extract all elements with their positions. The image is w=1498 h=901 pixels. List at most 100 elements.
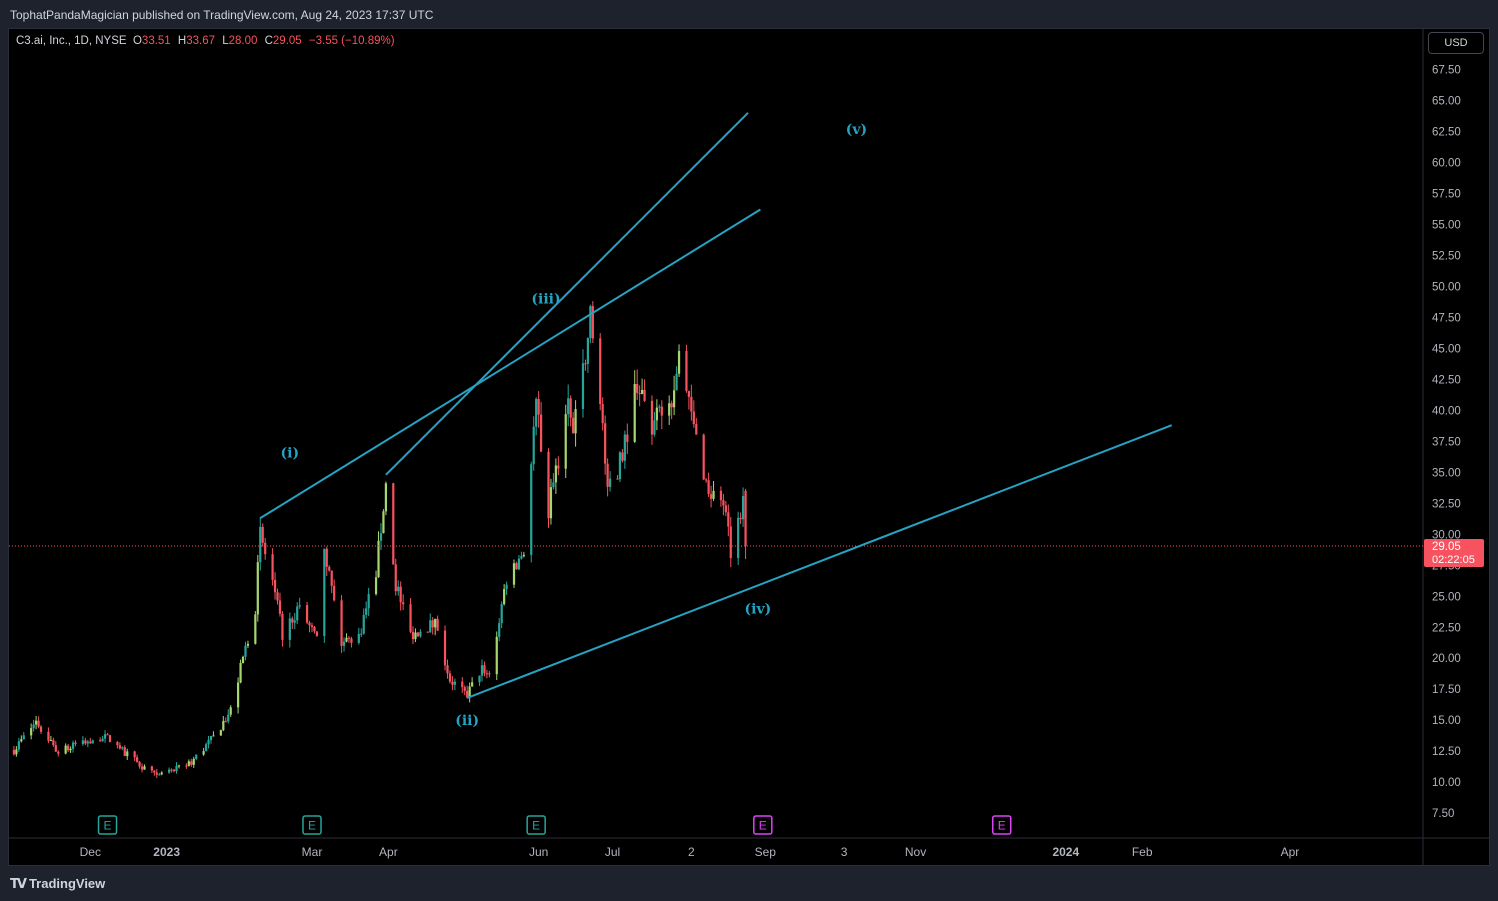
tradingview-logo[interactable]: TV TradingView [10,876,105,892]
candle-body [310,625,314,627]
candle-body [382,511,385,534]
time-tick-label: Apr [1281,845,1300,859]
legend-high-label: H [177,35,187,47]
candle-body [503,589,506,605]
candle-body [325,548,328,567]
wave-label: (ii) [455,713,479,729]
candle-body [621,452,624,461]
candle-body [633,383,636,442]
candle-body [707,480,710,495]
candle-body [520,556,523,559]
candle-body [357,633,360,643]
earnings-marker[interactable]: E [753,815,773,835]
earnings-marker[interactable]: E [526,815,546,835]
price-tick-label: 67.50 [1432,64,1461,76]
candle-body [126,751,129,757]
legend-open: 33.51 [141,35,171,47]
candle-body [722,500,725,506]
candle-body [273,579,277,593]
candle-body [601,404,604,424]
candle-body [448,673,452,682]
earnings-marker[interactable]: E [302,815,322,835]
candles-group [12,301,747,779]
time-tick-label: 2 [688,845,695,859]
trendline [259,208,761,520]
candle-body [222,720,225,731]
candle-body [377,540,380,578]
candle-body [328,566,331,571]
earnings-marker-box [302,815,322,835]
candle-body [416,632,420,637]
candle-body [419,631,422,637]
earnings-marker-box [526,815,546,835]
candle-body [537,398,540,415]
candle-body [606,463,609,487]
candle-body [202,751,205,755]
candle-body [549,487,553,519]
candle-body [411,631,415,640]
candle-body [547,451,550,519]
chart-frame[interactable] [8,28,1490,866]
time-tick-label: Nov [905,845,926,859]
candle-body [402,602,405,605]
candle-body [498,623,501,637]
symbol-legend[interactable]: C3.ai, Inc., 1D, NYSE O33.51 H33.67 L28.… [16,35,399,47]
candle-body [434,618,437,628]
candle-body [530,464,533,555]
earnings-marker[interactable]: E [992,815,1012,835]
candle-body [517,558,521,570]
tradingview-brand: TradingView [28,876,106,891]
price-tick-label: 47.50 [1432,312,1461,324]
earnings-marker-label: E [759,819,767,833]
candle-body [485,673,489,675]
candle-body [118,745,121,749]
candle-body [431,620,434,628]
earnings-marker-box [97,815,118,835]
earnings-marker-label: E [308,819,316,833]
candle-body [288,618,291,640]
candle-body [254,614,257,644]
candle-body [236,682,240,708]
legend-high: 33.67 [186,35,215,47]
candle-body [350,638,353,643]
candle-body [399,586,402,603]
candle-body [677,350,681,374]
candle-body [121,747,124,749]
candle-body [589,306,592,339]
time-tick-label: Sep [755,845,777,859]
currency-button[interactable]: USD [1428,32,1484,54]
candle-body [567,398,570,415]
candle-body [22,735,25,740]
candle-body [150,766,153,771]
candle-body [101,738,104,742]
candle-body [143,766,146,770]
candle-body [564,414,567,469]
candle-body [155,772,158,775]
candle-body [271,554,274,580]
price-tick-label: 30.00 [1432,529,1461,541]
candle-body [32,724,35,729]
candle-body [616,478,619,480]
footer-bar [0,866,1498,901]
price-tick-label: 17.50 [1432,684,1461,696]
candle-body [276,592,279,601]
price-tick-label: 52.50 [1432,250,1461,262]
candle-body [584,363,587,365]
earnings-marker[interactable]: E [97,815,118,835]
candle-body [190,761,193,765]
candle-body [308,622,311,626]
candle-body [453,681,456,685]
candle-body [264,542,267,555]
candle-body [512,563,516,585]
candle-body [522,554,525,557]
last-price-label: 29.05 [1432,541,1461,553]
candle-body [591,306,594,339]
candle-body [239,662,242,683]
candle-body [281,613,284,640]
candle-body [451,681,454,685]
candle-body [687,390,691,397]
candle-body [261,526,264,543]
candle-body [532,426,535,465]
candle-body [209,736,213,741]
